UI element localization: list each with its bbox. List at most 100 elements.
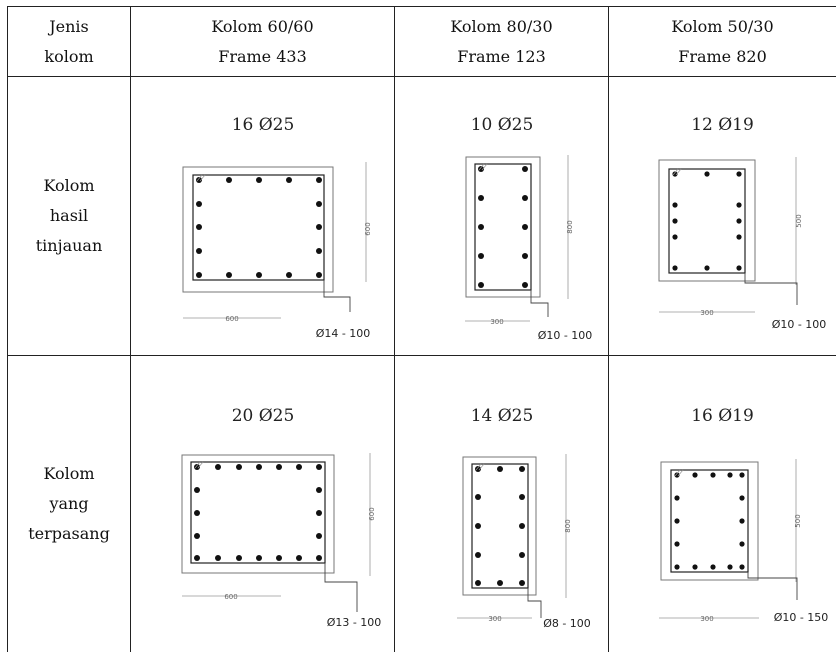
cell-r1-c2 <box>395 77 609 356</box>
rebar-bar <box>236 555 242 561</box>
concrete-outline <box>658 159 756 282</box>
stirrup-label: Ø10 - 150 <box>774 611 829 624</box>
rebar-bar <box>478 195 484 201</box>
stirrup-hook <box>478 163 488 171</box>
rebar-bar <box>226 177 232 183</box>
stirrup-label: Ø10 - 100 <box>772 318 827 331</box>
stirrup-leader <box>744 273 798 305</box>
rebar-bar <box>256 272 262 278</box>
column-section-svg: 600 600 Ø13 - 100 <box>181 453 381 629</box>
rebar-bar <box>522 195 528 201</box>
rebar-bar <box>286 177 292 183</box>
rebar-bar <box>316 555 322 561</box>
rebar-bar <box>256 464 262 470</box>
stirrup-outline <box>474 163 532 291</box>
rebar-bar <box>478 166 484 172</box>
rebar-bar <box>316 510 322 516</box>
rebar-bars <box>475 466 525 586</box>
column-section-svg: 500 300 Ø10 - 150 <box>659 459 829 624</box>
rebar-label: 16 Ø25 <box>231 115 295 135</box>
rebar-bar <box>478 253 484 259</box>
rebar-bar <box>316 272 322 278</box>
rebar-bar <box>196 224 202 230</box>
rebar-bar <box>215 555 221 561</box>
rebar-label: 16 Ø19 <box>691 406 754 426</box>
stirrup-leader <box>530 290 549 317</box>
stirrup-leader <box>324 563 358 612</box>
rebar-bar <box>519 466 525 472</box>
rebar-bar <box>475 494 481 500</box>
cell-r1-c1 <box>131 77 395 356</box>
rebar-bar <box>475 523 481 529</box>
rebar-bar <box>196 201 202 207</box>
rebar-bar <box>672 171 678 177</box>
rebar-bar <box>710 564 716 570</box>
header-text: kolom <box>44 46 94 66</box>
rebar-bar <box>276 555 282 561</box>
row-label-text: hasil <box>49 206 89 225</box>
rebar-bar <box>522 253 528 259</box>
rebar-bar <box>316 248 322 254</box>
table-top-border <box>7 6 836 7</box>
stirrup-label: Ø14 - 100 <box>316 327 371 340</box>
rebar-bar <box>692 472 698 478</box>
rebar-bar <box>739 564 745 570</box>
section-diagram-r2c3: 16 Ø19 500 300 Ø10 - 150 <box>609 356 836 652</box>
header-cell-jenis-kolom: Jenis kolom <box>8 7 131 77</box>
stirrup-hook <box>672 168 682 176</box>
row-label-text: terpasang <box>28 524 110 543</box>
section-diagram-r2c1: 20 Ø25 600 600 <box>131 356 395 652</box>
rebar-bar <box>519 494 525 500</box>
rebar-bar <box>727 564 733 570</box>
width-dimension: 300 <box>488 615 501 623</box>
table-left-border <box>7 6 8 652</box>
header-text: Frame 820 <box>678 46 767 66</box>
rebar-bar <box>276 464 282 470</box>
stirrup-leader <box>747 572 798 600</box>
section-diagram-r2c2: 14 Ø25 800 300 Ø8 - 100 <box>395 356 609 652</box>
rebar-bar <box>316 224 322 230</box>
rebar-bar <box>736 234 742 240</box>
rebar-bar <box>704 171 710 177</box>
cell-r2-c2 <box>395 356 609 652</box>
width-dimension: 300 <box>490 318 503 326</box>
rebar-bars <box>674 472 745 570</box>
rebar-bar <box>519 552 525 558</box>
stirrup-hook <box>194 461 204 469</box>
header-text: Kolom 50/30 <box>671 16 774 36</box>
rebar-bar <box>522 224 528 230</box>
rebar-bars <box>196 177 322 278</box>
rebar-bar <box>692 564 698 570</box>
column-section-svg: 800 300 Ø10 - 100 <box>465 155 592 342</box>
rebar-bar <box>316 201 322 207</box>
header-text: Kolom 60/60 <box>211 16 314 36</box>
height-dimension: 800 <box>564 519 572 532</box>
rebar-bar <box>674 495 680 501</box>
row-label-kolom-hasil-tinjauan: Kolom hasil tinjauan <box>8 77 131 356</box>
rebar-bar <box>316 487 322 493</box>
stirrup-outline <box>192 174 325 281</box>
rebar-label: 14 Ø25 <box>470 406 534 426</box>
row-label-text: yang <box>49 494 89 513</box>
rebar-label: 20 Ø25 <box>231 406 295 426</box>
row-label-text: Kolom <box>43 176 95 195</box>
rebar-bars <box>478 166 528 288</box>
header-text: Frame 433 <box>218 46 307 66</box>
section-diagram-r1c2: 10 Ø25 800 300 Ø10 - 100 <box>395 77 609 356</box>
rebar-bar <box>497 466 503 472</box>
rebar-bar <box>727 472 733 478</box>
rebar-bar <box>196 272 202 278</box>
rebar-bar <box>194 533 200 539</box>
rebar-bar <box>739 518 745 524</box>
rebar-bar <box>478 224 484 230</box>
rebar-bar <box>215 464 221 470</box>
rebar-bar <box>522 166 528 172</box>
rebar-bar <box>196 248 202 254</box>
section-diagram-r1c1: 16 Ø25 600 600 Ø14 - 100 <box>131 77 395 356</box>
stirrup-hook <box>196 174 206 182</box>
rebar-bar <box>475 552 481 558</box>
rebar-bar <box>736 265 742 271</box>
rebar-bar <box>497 580 503 586</box>
header-cell-kolom-50-30: Kolom 50/30 Frame 820 <box>609 7 836 77</box>
